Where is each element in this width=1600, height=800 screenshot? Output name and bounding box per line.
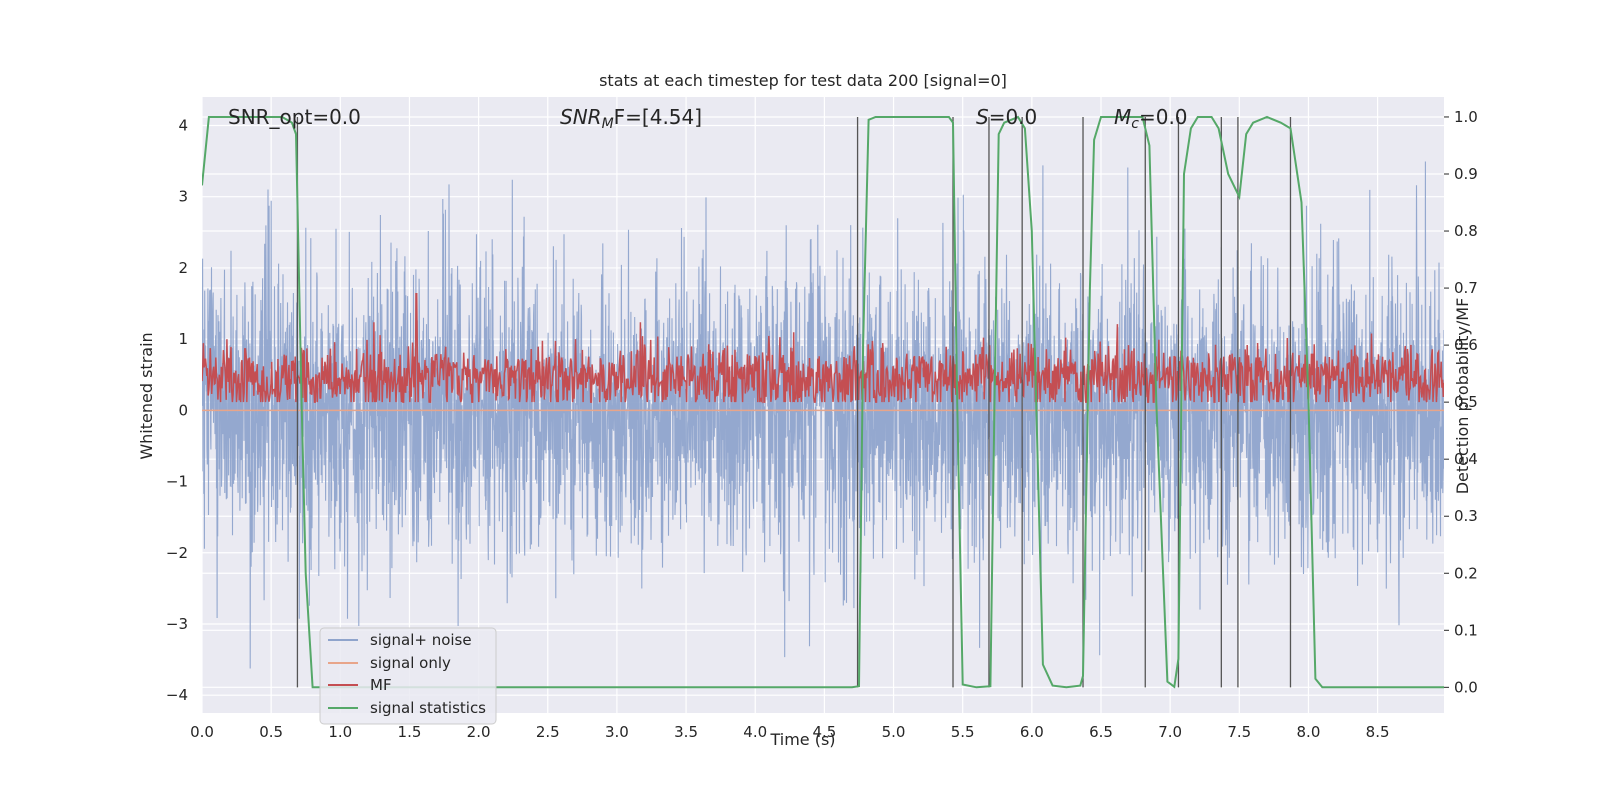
y-axis-ticks: −4 −3 −2 −1 0 1 2 3 4 (166, 116, 188, 704)
annotation-snr-mf-base: SNR (560, 105, 602, 129)
annotation-mc: Mc=0.0 (1114, 105, 1188, 132)
x-tick-label: 5.5 (951, 723, 975, 741)
annotation-snr-mf-rest: F=[4.54] (614, 105, 702, 129)
legend-label-signal-only: signal only (370, 654, 451, 672)
y2-tick-label: 0.2 (1454, 564, 1478, 582)
x-tick-label: 0.5 (259, 723, 283, 741)
legend-label-mf: MF (370, 676, 392, 694)
x-tick-label: 8.5 (1366, 723, 1390, 741)
y2-tick-label: 0.6 (1454, 336, 1478, 354)
y2-tick-label: 0.9 (1454, 165, 1478, 183)
y-tick-label: 2 (178, 259, 188, 277)
x-tick-label: 7.0 (1158, 723, 1182, 741)
annotation-s-rest: =0.0 (989, 105, 1038, 129)
y2-tick-label: 0.4 (1454, 450, 1478, 468)
x-tick-label: 4.5 (812, 723, 836, 741)
y-tick-label: 1 (178, 330, 188, 348)
series-signal-statistics (202, 115, 1444, 689)
x-tick-label: 4.0 (743, 723, 767, 741)
series-mf (202, 293, 1444, 404)
vertical-markers (296, 116, 1292, 688)
y2-tick-label: 0.5 (1454, 393, 1478, 411)
y-tick-label: −2 (166, 544, 188, 562)
signal-statistics-line (202, 115, 1444, 689)
y2-axis-label: Detection probability/MF (1453, 298, 1472, 495)
y2-axis-ticks: 0.0 0.1 0.2 0.3 0.4 0.5 0.6 0.7 0.8 0.9 1.0 (1444, 108, 1478, 696)
x-tick-label: 2.0 (467, 723, 491, 741)
y-tick-label: −3 (166, 615, 188, 633)
y-tick-label: −4 (166, 686, 188, 704)
y2-tick-label: 0.1 (1454, 621, 1478, 639)
x-tick-label: 5.0 (882, 723, 906, 741)
annotation-mc-base: M (1114, 105, 1131, 129)
x-tick-label: 8.0 (1297, 723, 1321, 741)
y-tick-label: 4 (178, 116, 188, 134)
annotation-snr-mf-sub: M (602, 116, 614, 132)
y-tick-label: 3 (178, 188, 188, 206)
annotation-s: S=0.0 (976, 105, 1037, 129)
x-tick-label: 2.5 (536, 723, 560, 741)
annotation-mc-rest: =0.0 (1139, 105, 1188, 129)
x-axis-ticks: 0.0 0.5 1.0 1.5 2.0 2.5 3.0 3.5 4.0 4.5 5.0 5.5 6.0 6… (190, 723, 1389, 741)
y2-tick-label: 1.0 (1454, 108, 1478, 126)
x-axis-label: Time (s) (769, 730, 835, 749)
annotation-snr-opt: SNR_opt=0.0 (228, 105, 361, 129)
x-tick-label: 1.5 (398, 723, 422, 741)
annotation-snr-mf: SNRMF=[4.54] (560, 105, 702, 132)
legend: signal+ noise signal only MF signal stat… (319, 627, 497, 725)
y2-tick-label: 0.8 (1454, 222, 1478, 240)
legend-label-signal-noise: signal+ noise (370, 631, 472, 649)
annotation-s-base: S (976, 105, 989, 129)
legend-label-signal-statistics: signal statistics (370, 699, 486, 717)
y2-tick-label: 0.7 (1454, 279, 1478, 297)
chart-title: stats at each timestep for test data 200… (599, 71, 1007, 90)
x-tick-label: 3.5 (674, 723, 698, 741)
y2-tick-label: 0.0 (1454, 678, 1478, 696)
y-axis-label: Whitened strain (137, 332, 156, 459)
x-tick-label: 1.0 (328, 723, 352, 741)
y-tick-label: −1 (166, 473, 188, 491)
y2-tick-label: 0.3 (1454, 507, 1478, 525)
mf-line (202, 293, 1444, 404)
x-tick-label: 7.5 (1227, 723, 1251, 741)
x-tick-label: 6.0 (1020, 723, 1044, 741)
legend-frame (319, 627, 497, 725)
annotation-mc-sub: c (1131, 116, 1139, 132)
x-tick-label: 3.0 (605, 723, 629, 741)
plot-area (202, 115, 1444, 689)
y-tick-label: 0 (178, 401, 188, 419)
x-tick-label: 0.0 (190, 723, 214, 741)
x-tick-label: 6.5 (1089, 723, 1113, 741)
